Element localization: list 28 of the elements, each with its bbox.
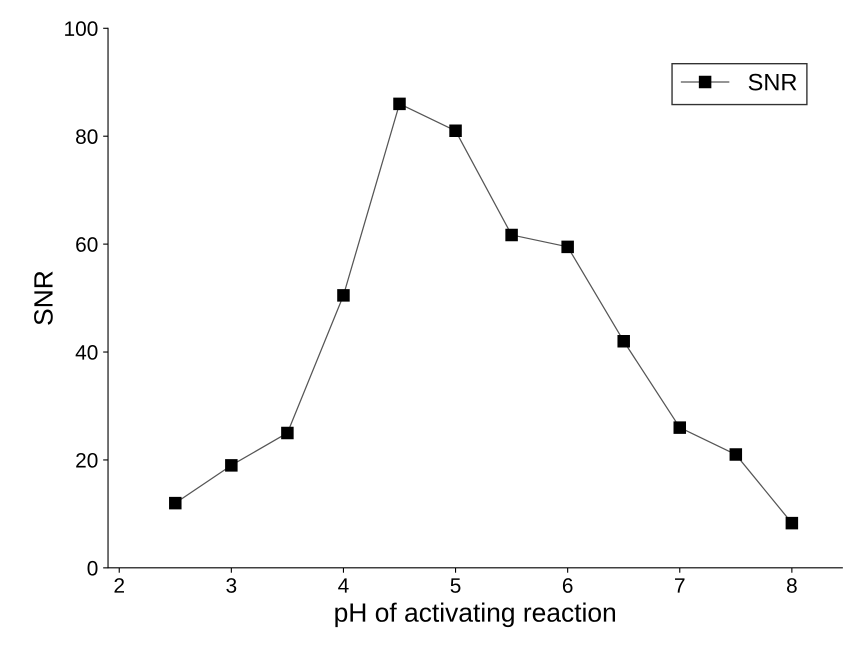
x-tick-label: 8 [786,578,797,593]
legend-label: SNR [748,74,796,90]
point [617,334,630,348]
y-tick-label: 60 [76,237,98,252]
point [225,459,238,472]
y-axis-title: SNR [34,271,53,325]
x-tick-label: 4 [338,578,349,593]
y-tick-label: 40 [76,345,98,360]
y-tick-label: 0 [88,560,98,576]
x-tick-label: 3 [226,578,236,593]
x-tick-label: 7 [675,578,685,593]
x-tick-label: 6 [562,578,573,593]
point [505,228,518,242]
point [786,516,798,530]
point [281,426,294,440]
point [393,98,406,110]
point [337,289,350,302]
x-axis-title: pH of activating reaction [335,602,616,628]
point [449,124,462,138]
y-tick-label: 80 [76,129,98,144]
point [674,421,686,434]
x-tick-label: 5 [450,578,460,593]
y-tick-label: 20 [76,452,98,468]
x-tick-label: 2 [114,578,124,593]
point [561,240,574,254]
y-tick-label: 100 [65,21,98,36]
point [169,496,182,510]
point [730,448,742,461]
